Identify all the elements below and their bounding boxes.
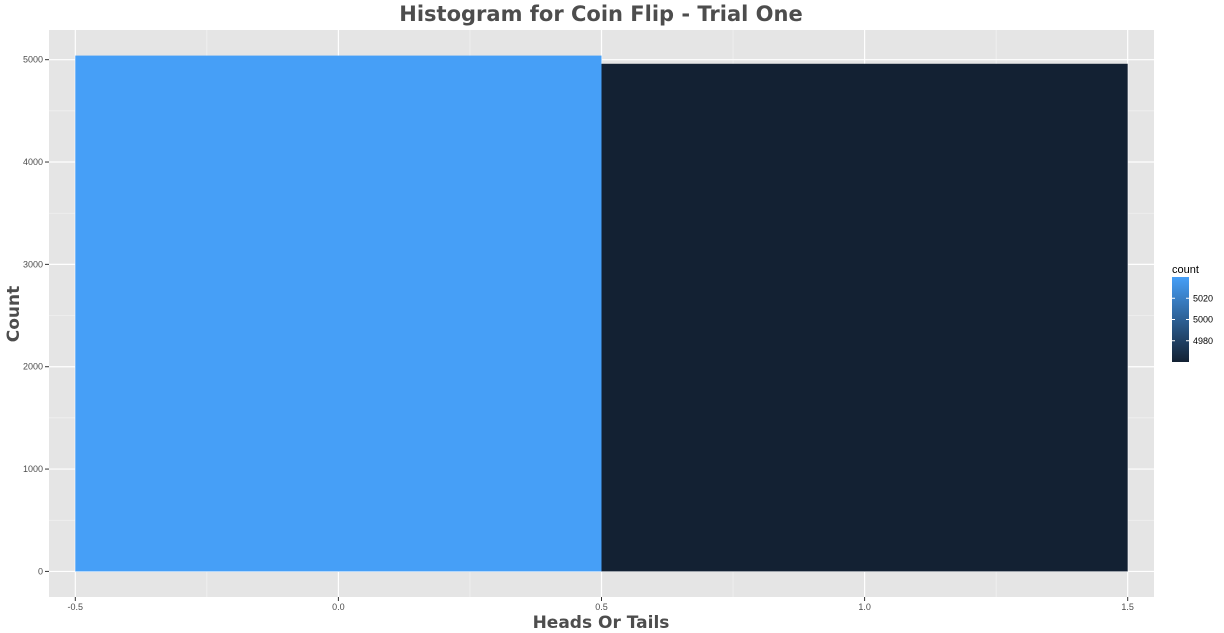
legend-title: count: [1172, 264, 1199, 276]
x-tick-label: 0.5: [595, 602, 608, 612]
x-axis-title: Heads Or Tails: [533, 613, 670, 633]
legend-break-label: 5020: [1193, 293, 1213, 303]
y-tick-label: 3000: [23, 259, 43, 269]
histogram-bar-1: [601, 63, 1128, 572]
x-tick-label: 0.0: [332, 602, 345, 612]
chart-title: Histogram for Coin Flip - Trial One: [399, 2, 802, 26]
histogram-bars: [75, 55, 1128, 572]
legend-break-label: 5000: [1193, 315, 1213, 325]
legend: count 4980 5000 5020: [1172, 264, 1213, 362]
y-tick-label: 1000: [23, 464, 43, 474]
y-tick-label: 0: [38, 566, 43, 576]
legend-colorbar: [1172, 277, 1189, 362]
histogram-bar-0: [75, 55, 602, 572]
y-axis-ticks: 0 1000 2000 3000 4000 5000: [23, 55, 49, 576]
y-tick-label: 2000: [23, 362, 43, 372]
y-axis-title: Count: [4, 286, 24, 343]
legend-break-label: 4980: [1193, 336, 1213, 346]
x-tick-label: 1.0: [858, 602, 871, 612]
x-tick-label: 1.5: [1121, 602, 1134, 612]
legend-breaks: 4980 5000 5020: [1172, 293, 1213, 346]
x-axis-ticks: -0.5 0.0 0.5 1.0 1.5: [68, 597, 1134, 612]
y-tick-label: 4000: [23, 157, 43, 167]
y-tick-label: 5000: [23, 55, 43, 65]
x-tick-label: -0.5: [68, 602, 84, 612]
